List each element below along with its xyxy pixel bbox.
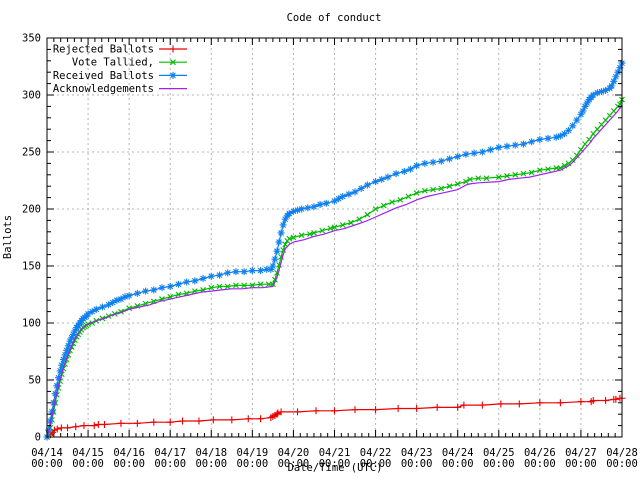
y-axis-label: Ballots [2, 215, 14, 259]
x-tick-label-date: 04/19 [237, 447, 269, 459]
x-tick-label-time: 00:00 [319, 458, 351, 470]
x-tick-label-time: 00:00 [442, 458, 474, 470]
x-tick-label-time: 00:00 [278, 458, 310, 470]
x-axis-label: Date/Time (UTC) [288, 462, 383, 474]
x-tick-label-date: 04/15 [72, 447, 104, 459]
x-tick-label-time: 00:00 [113, 458, 145, 470]
x-tick-label-time: 00:00 [606, 458, 638, 470]
legend-marker-sample [170, 59, 176, 66]
x-tick-label-date: 04/28 [606, 447, 638, 459]
x-tick-label-date: 04/23 [401, 447, 433, 459]
legend-label: Acknowledgements [53, 83, 154, 95]
grid-lines [47, 38, 622, 437]
x-tick-label-date: 04/27 [565, 447, 597, 459]
y-tick-label: 250 [22, 147, 41, 159]
x-tick-label-time: 00:00 [483, 458, 515, 470]
x-tick-label-time: 00:00 [154, 458, 186, 470]
x-tick-label-date: 04/24 [442, 447, 474, 459]
x-tick-label-date: 04/26 [524, 447, 556, 459]
legend-marker-sample [169, 45, 177, 53]
series-acknowledgements-line [46, 104, 623, 438]
x-tick-label-date: 04/14 [31, 447, 63, 459]
x-tick-label-time: 00:00 [524, 458, 556, 470]
x-tick-label-date: 04/21 [319, 447, 351, 459]
x-tick-label-date: 04/17 [154, 447, 186, 459]
legend-label: Vote Tallied, [72, 57, 154, 69]
plot-border [46, 37, 623, 438]
x-tick-label-date: 04/18 [195, 447, 227, 459]
y-tick-label: 0 [35, 432, 41, 444]
x-tick-label-time: 00:00 [360, 458, 392, 470]
legend-label: Received Ballots [53, 70, 154, 82]
x-tick-label-time: 00:00 [72, 458, 104, 470]
x-tick-label-date: 04/22 [360, 447, 392, 459]
x-tick-label-time: 00:00 [31, 458, 63, 470]
x-tick-label-time: 00:00 [565, 458, 597, 470]
y-tick-label: 50 [28, 375, 41, 387]
y-tick-label: 350 [22, 33, 41, 45]
chart-title: Code of conduct [287, 12, 382, 24]
y-tick-label: 200 [22, 204, 41, 216]
legend-label: Rejected Ballots [53, 44, 154, 56]
data-series [43, 59, 626, 441]
axis-ticks [46, 37, 623, 438]
x-tick-label-time: 00:00 [195, 458, 227, 470]
legend-marker-sample [169, 71, 177, 79]
x-tick-label-time: 00:00 [237, 458, 269, 470]
y-tick-label: 100 [22, 318, 41, 330]
x-tick-label-date: 04/20 [278, 447, 310, 459]
y-tick-label: 150 [22, 261, 41, 273]
y-tick-label: 300 [22, 90, 41, 102]
tick-labels: 05010015020025030035004/1400:0004/1500:0… [22, 33, 638, 471]
x-tick-label-date: 04/25 [483, 447, 515, 459]
plot-frame [46, 37, 623, 438]
x-tick-label-time: 00:00 [401, 458, 433, 470]
x-tick-label-date: 04/16 [113, 447, 145, 459]
